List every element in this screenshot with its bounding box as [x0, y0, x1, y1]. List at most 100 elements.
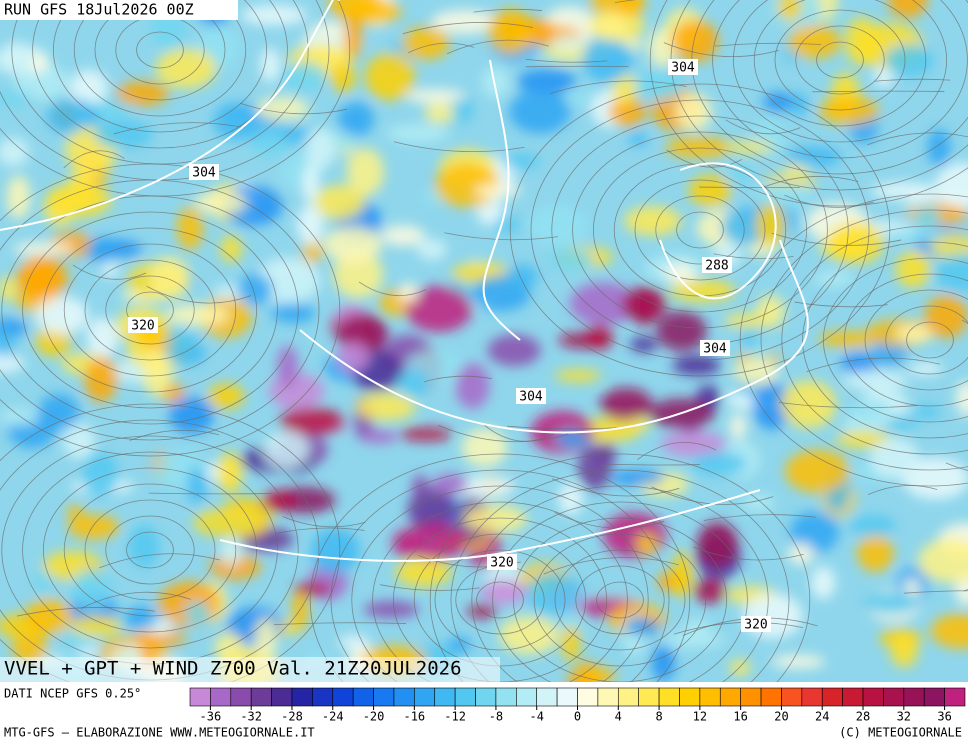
field-blob	[629, 336, 658, 353]
field-blob	[291, 586, 310, 630]
streamline	[22, 211, 278, 409]
contour-label-box	[128, 317, 158, 333]
streamline	[771, 232, 902, 246]
streamline	[784, 194, 874, 208]
field-blob	[487, 334, 541, 367]
colorbar-swatch	[312, 687, 334, 707]
field-blob	[346, 148, 385, 196]
colorbar: -36 -32 -28 -24 -20 -16 -12 -8 -4 0 4 8 12 16 20 24 28 32…	[189, 687, 966, 724]
streamline	[795, 25, 885, 95]
streamline	[393, 141, 525, 153]
streamline	[637, 441, 717, 460]
streamline	[554, 512, 665, 529]
field-blob	[296, 205, 324, 246]
streamline	[693, 546, 804, 561]
colorbar-swatch	[434, 687, 456, 707]
streamline	[885, 305, 968, 375]
contour-label: 288	[705, 259, 728, 274]
streamline	[663, 42, 779, 57]
field-blob	[162, 341, 207, 366]
field-blob	[554, 429, 590, 448]
field-blob	[502, 153, 541, 169]
field-blob	[336, 341, 370, 373]
colorbar-swatch	[393, 687, 415, 707]
streamline	[575, 565, 665, 635]
streamline	[126, 531, 174, 569]
streamline	[99, 553, 220, 569]
streamline	[105, 275, 195, 345]
streamline	[444, 232, 559, 241]
colorbar-swatch	[821, 687, 843, 707]
streamline	[712, 0, 968, 159]
colorbar-swatch	[414, 687, 436, 707]
colorbar-swatch	[617, 687, 639, 707]
field-blob	[67, 504, 84, 521]
field-blob	[887, 415, 918, 430]
field-blob	[448, 636, 472, 653]
streamline	[437, 424, 569, 443]
streamline	[105, 515, 195, 585]
streamline	[94, 0, 226, 101]
streamline	[530, 99, 870, 361]
run-label: RUN GFS 18Jul2026 00Z	[4, 1, 194, 19]
field-blob	[268, 373, 325, 410]
streamline	[864, 289, 968, 391]
colorbar-swatch	[923, 687, 945, 707]
field-blob	[504, 264, 539, 288]
field-blob	[343, 14, 363, 59]
streamline	[867, 132, 968, 146]
streamline	[525, 65, 629, 68]
contour-label: 304	[671, 61, 695, 76]
streamline	[868, 485, 938, 495]
colorbar-swatch	[903, 687, 925, 707]
field-blob	[462, 505, 528, 533]
field-blob	[565, 90, 595, 105]
streamline	[53, 0, 267, 133]
streamline	[16, 607, 156, 617]
field-blob	[691, 451, 747, 476]
colorbar-swatch	[495, 687, 517, 707]
colorbar-swatch	[475, 687, 497, 707]
field-blob	[879, 228, 944, 242]
streamline	[601, 463, 701, 466]
field-blob	[908, 362, 944, 376]
field-blob	[755, 203, 785, 246]
field-blob	[599, 387, 653, 421]
field-blob	[328, 0, 383, 22]
title-box	[0, 657, 500, 682]
credit-label: MTG-GFS — ELABORAZIONE WWW.METEOGIORNALE…	[4, 726, 315, 740]
field-blob	[850, 400, 891, 420]
streamline	[423, 375, 492, 383]
colorbar-swatch	[801, 687, 823, 707]
field-blob	[924, 294, 968, 339]
map-title: VVEL + GPT + WIND Z700 Val. 21Z20JUL2026	[4, 658, 462, 680]
contour-label: 304	[192, 166, 216, 181]
streamline	[309, 453, 691, 682]
field-blob	[165, 303, 229, 326]
colorbar-swatch	[719, 687, 741, 707]
field-blob	[781, 380, 837, 429]
field-blob	[337, 101, 375, 137]
colorbar-tick-label: -20	[363, 710, 385, 724]
run-box	[0, 0, 238, 20]
streamline	[551, 478, 680, 497]
streamline	[572, 131, 828, 329]
field-blob	[864, 591, 919, 615]
streamline	[146, 285, 252, 304]
streamline	[634, 179, 766, 281]
field-blob	[25, 598, 72, 636]
streamline	[513, 517, 727, 682]
field-blob	[271, 302, 316, 323]
field-blob	[11, 632, 48, 664]
contour-label: 320	[131, 319, 154, 334]
colorbar-swatch	[597, 687, 619, 707]
field-blob	[142, 349, 173, 397]
field-blob	[918, 538, 968, 583]
field-blob	[94, 119, 153, 150]
streamline	[429, 453, 811, 682]
colorbar-swatch	[556, 687, 578, 707]
streamline	[812, 90, 945, 93]
field-blob	[856, 534, 894, 572]
field-blob	[788, 542, 815, 565]
